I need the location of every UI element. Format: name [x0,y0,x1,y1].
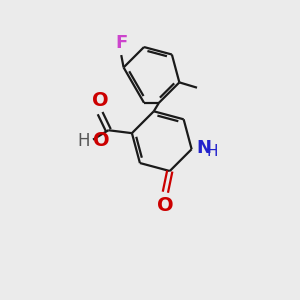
Text: H: H [207,144,218,159]
Text: O: O [93,131,110,150]
Text: F: F [115,34,128,52]
Text: N: N [196,139,211,157]
Text: O: O [157,196,174,215]
Text: H: H [78,132,90,150]
Text: O: O [92,91,108,110]
